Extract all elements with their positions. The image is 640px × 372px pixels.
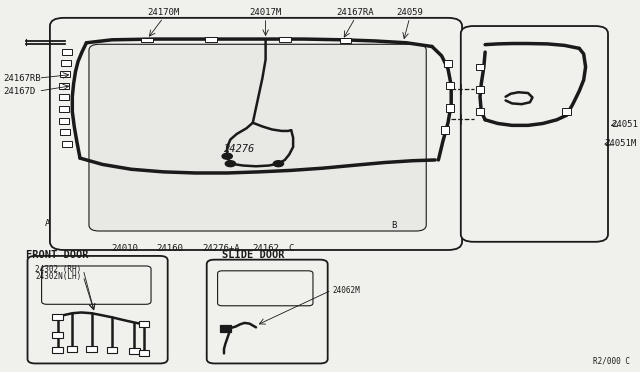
Bar — [476, 64, 484, 70]
Text: R2/000 C: R2/000 C — [593, 356, 630, 365]
Text: FRONT DOOR: FRONT DOOR — [26, 250, 89, 260]
Bar — [340, 38, 351, 43]
Bar — [476, 108, 484, 115]
Bar — [52, 314, 63, 320]
Bar — [52, 332, 63, 338]
Bar — [107, 347, 117, 353]
Bar — [139, 350, 149, 356]
Text: 24062M: 24062M — [333, 286, 360, 295]
FancyBboxPatch shape — [89, 44, 426, 231]
Text: 24017M: 24017M — [250, 8, 282, 17]
Bar — [205, 37, 217, 42]
Bar — [446, 82, 454, 89]
Bar — [444, 60, 452, 67]
Text: 24167RB: 24167RB — [3, 74, 41, 83]
Text: B: B — [391, 221, 396, 230]
Bar — [220, 325, 231, 332]
Text: 24302N(LH): 24302N(LH) — [35, 272, 81, 280]
Bar — [141, 38, 153, 42]
Text: 24051: 24051 — [611, 120, 638, 129]
Text: 24010: 24010 — [111, 244, 138, 253]
Bar — [86, 346, 97, 352]
Bar — [279, 37, 291, 42]
FancyBboxPatch shape — [461, 26, 608, 242]
Bar — [476, 86, 484, 93]
Bar — [67, 346, 77, 352]
Circle shape — [222, 153, 232, 159]
Bar — [59, 118, 69, 124]
Bar — [61, 60, 71, 66]
Text: 24302 (RH): 24302 (RH) — [35, 265, 81, 274]
Bar — [60, 129, 70, 135]
Bar — [59, 94, 69, 100]
Bar — [139, 321, 149, 327]
Text: 24162: 24162 — [252, 244, 279, 253]
Bar — [60, 71, 70, 77]
Bar — [441, 126, 449, 134]
Text: 24160: 24160 — [156, 244, 183, 253]
Bar — [129, 348, 140, 354]
Text: 24276+A: 24276+A — [202, 244, 239, 253]
Bar — [62, 49, 72, 55]
Text: 24276: 24276 — [225, 144, 255, 154]
Text: SLIDE DOOR: SLIDE DOOR — [221, 250, 284, 260]
Bar — [562, 108, 571, 115]
Text: 24170M: 24170M — [147, 8, 179, 17]
Text: 24051M: 24051M — [605, 139, 637, 148]
Text: 24167RA: 24167RA — [337, 8, 374, 17]
Bar — [59, 106, 69, 112]
Bar — [52, 347, 63, 353]
Text: 24167D: 24167D — [3, 87, 35, 96]
FancyBboxPatch shape — [50, 18, 462, 250]
Bar — [59, 83, 69, 89]
Text: A: A — [45, 219, 51, 228]
Text: 24059: 24059 — [396, 8, 423, 17]
Circle shape — [225, 161, 236, 167]
Circle shape — [273, 161, 284, 167]
Bar — [62, 141, 72, 147]
Text: C: C — [289, 244, 294, 253]
Bar — [446, 104, 454, 112]
